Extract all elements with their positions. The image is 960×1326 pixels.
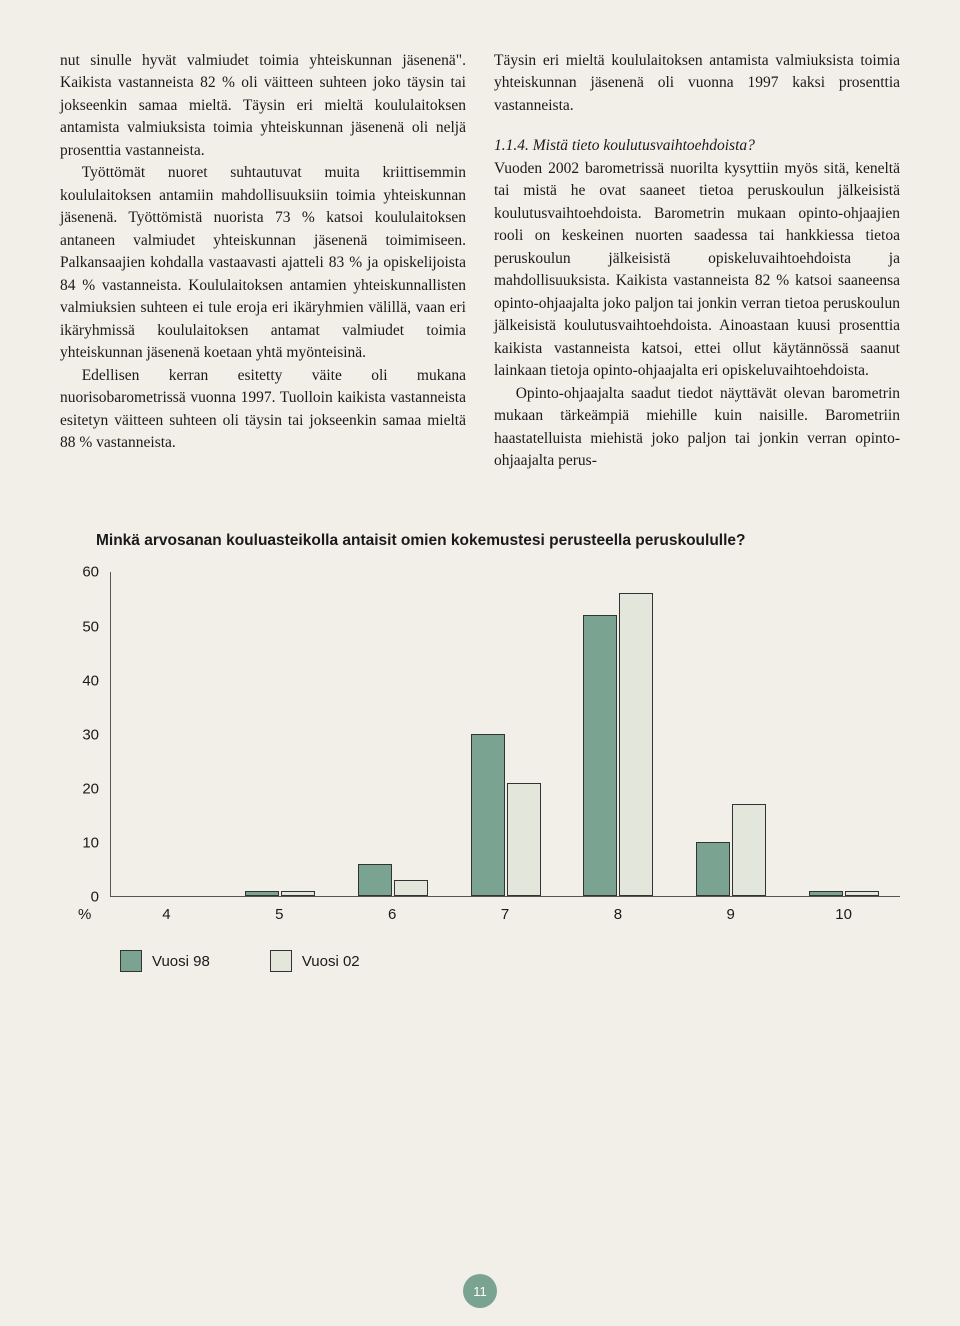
para-6: Opinto-ohjaajalta saadut tiedot näyttävä… bbox=[494, 383, 900, 473]
y-axis: 0102030405060 bbox=[60, 572, 105, 897]
y-tick: 50 bbox=[82, 618, 99, 635]
para-5: Vuoden 2002 barometrissä nuorilta kysytt… bbox=[494, 158, 900, 383]
bar bbox=[583, 615, 617, 897]
chart-title: Minkä arvosanan kouluasteikolla antaisit… bbox=[96, 532, 900, 550]
legend-swatch-1 bbox=[120, 950, 142, 972]
x-label: 7 bbox=[449, 906, 562, 923]
x-label: 4 bbox=[110, 906, 223, 923]
bar bbox=[809, 891, 843, 896]
page-number: 11 bbox=[473, 1284, 487, 1299]
bar bbox=[619, 593, 653, 896]
y-tick: 60 bbox=[82, 564, 99, 581]
legend-label-2: Vuosi 02 bbox=[302, 953, 360, 970]
bar bbox=[245, 891, 279, 896]
legend-item-1: Vuosi 98 bbox=[120, 950, 210, 972]
legend-swatch-2 bbox=[270, 950, 292, 972]
bar bbox=[394, 880, 428, 896]
text-columns: nut sinulle hyvät valmiudet toimia yhtei… bbox=[60, 50, 900, 472]
y-tick: 30 bbox=[82, 726, 99, 743]
bar-group bbox=[224, 572, 337, 896]
x-label: 9 bbox=[674, 906, 787, 923]
para-2: Työttömät nuoret suhtautuvat muita kriit… bbox=[60, 162, 466, 364]
legend-item-2: Vuosi 02 bbox=[270, 950, 360, 972]
chart-legend: Vuosi 98 Vuosi 02 bbox=[120, 950, 360, 972]
bars-container bbox=[111, 572, 900, 896]
column-right: Täysin eri mieltä koululaitoksen antamis… bbox=[494, 50, 900, 472]
y-axis-unit: % bbox=[78, 906, 91, 923]
bar bbox=[507, 783, 541, 897]
legend-label-1: Vuosi 98 bbox=[152, 953, 210, 970]
bar-group bbox=[787, 572, 900, 896]
para-4: Täysin eri mieltä koululaitoksen antamis… bbox=[494, 50, 900, 117]
column-left: nut sinulle hyvät valmiudet toimia yhtei… bbox=[60, 50, 466, 472]
x-label: 8 bbox=[561, 906, 674, 923]
bar bbox=[696, 842, 730, 896]
x-label: 5 bbox=[223, 906, 336, 923]
chart-plot-area bbox=[110, 572, 900, 897]
y-tick: 40 bbox=[82, 672, 99, 689]
bar-group bbox=[111, 572, 224, 896]
y-tick: 0 bbox=[91, 889, 99, 906]
bar-group bbox=[675, 572, 788, 896]
bar-group bbox=[336, 572, 449, 896]
bar bbox=[732, 804, 766, 896]
bar-group bbox=[562, 572, 675, 896]
bar-group bbox=[449, 572, 562, 896]
section-heading: 1.1.4. Mistä tieto koulutusvaihtoehdoist… bbox=[494, 135, 900, 157]
para-1: nut sinulle hyvät valmiudet toimia yhtei… bbox=[60, 50, 466, 162]
bar bbox=[471, 734, 505, 897]
x-axis-labels: 45678910 bbox=[110, 906, 900, 923]
bar bbox=[845, 891, 879, 896]
page-number-badge: 11 bbox=[463, 1274, 497, 1308]
x-label: 6 bbox=[336, 906, 449, 923]
para-3: Edellisen kerran esitetty väite oli muka… bbox=[60, 365, 466, 455]
bar bbox=[358, 864, 392, 897]
x-label: 10 bbox=[787, 906, 900, 923]
y-tick: 20 bbox=[82, 781, 99, 798]
bar-chart: 0102030405060 % 45678910 Vuosi 98 Vuosi … bbox=[60, 572, 900, 972]
y-tick: 10 bbox=[82, 835, 99, 852]
bar bbox=[281, 891, 315, 896]
